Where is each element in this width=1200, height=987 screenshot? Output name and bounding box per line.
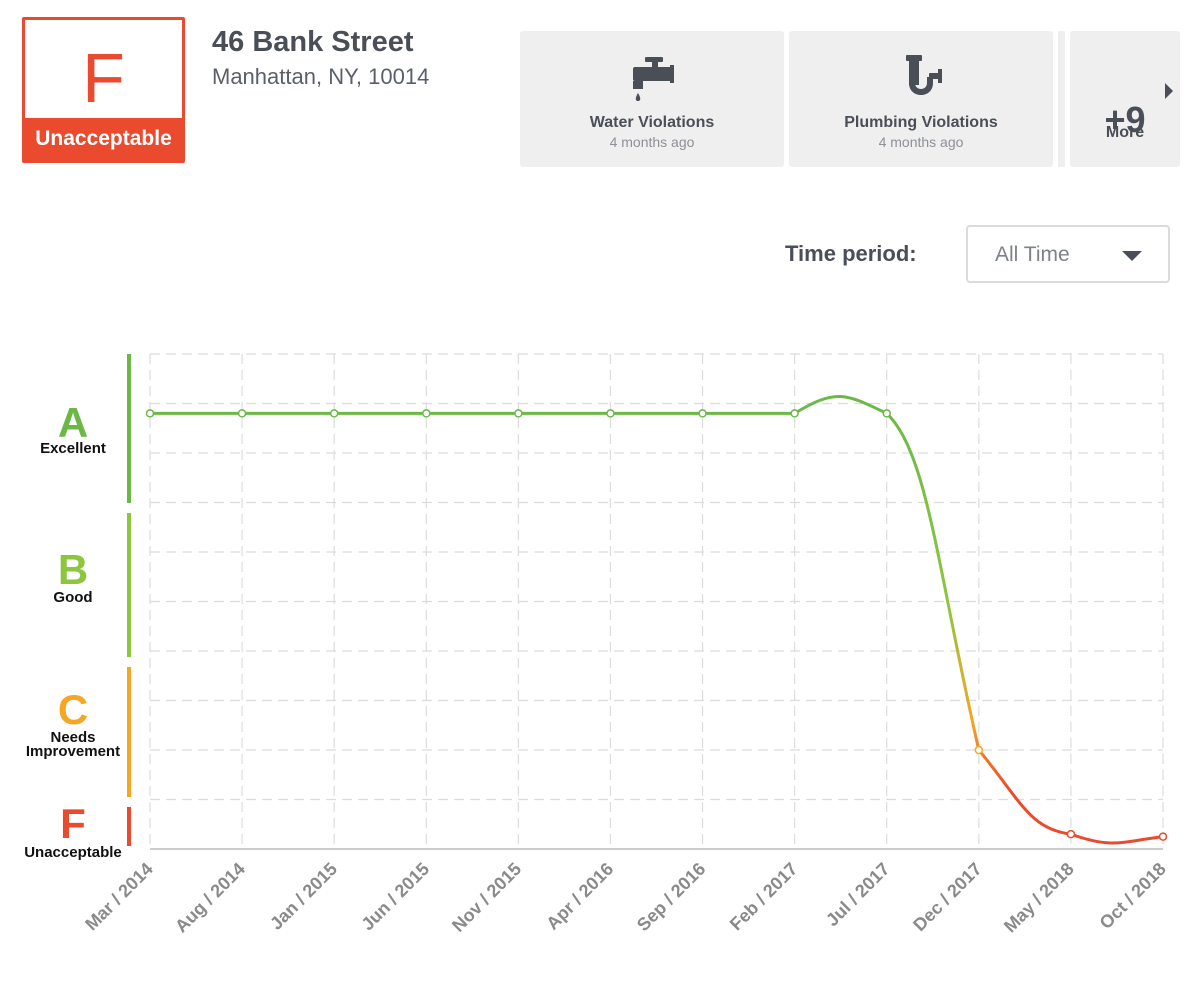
x-tick-label: Oct / 2018 <box>1096 859 1170 933</box>
data-point <box>882 409 891 418</box>
x-tick-label: Aug / 2014 <box>171 859 249 937</box>
x-tick-label: Sep / 2016 <box>633 859 709 935</box>
data-point <box>698 409 707 418</box>
data-point <box>974 745 984 755</box>
grade-description-label: Unacceptable <box>24 844 122 861</box>
chevron-down-icon <box>1122 251 1142 261</box>
grade-line <box>150 394 1164 845</box>
violation-title: Water Violations <box>589 114 715 131</box>
data-point <box>237 409 247 418</box>
grade-letter-label: C <box>58 686 88 733</box>
grade-bands <box>127 354 131 846</box>
grade-description-label: Good <box>53 589 92 606</box>
grade-description-label: Excellent <box>40 440 106 457</box>
building-address: 46 Bank Street <box>212 26 414 58</box>
x-tick-label: Jan / 2015 <box>266 859 341 934</box>
x-tick-label: May / 2018 <box>1000 859 1078 937</box>
more-label: More <box>1105 124 1145 141</box>
data-points <box>145 409 1168 841</box>
data-point <box>606 409 615 418</box>
x-tick-label: Jul / 2017 <box>822 859 893 930</box>
x-tick-label: Dec / 2017 <box>909 859 985 935</box>
more-violations-button[interactable]: +9 More <box>1070 31 1180 167</box>
violation-card-plumbing[interactable]: Plumbing Violations 4 months ago <box>789 31 1053 167</box>
card-divider <box>1058 31 1065 167</box>
data-point <box>1158 832 1168 841</box>
grade-letter: F <box>82 39 125 117</box>
grade-description-label: Improvement <box>26 743 120 760</box>
data-point <box>790 409 799 418</box>
violation-time: 4 months ago <box>609 134 695 150</box>
faucet-icon <box>627 53 677 110</box>
x-tick-label: Apr / 2016 <box>542 859 617 934</box>
data-point <box>1066 829 1076 839</box>
grade-badge: F Unacceptable <box>22 17 185 163</box>
time-period-select[interactable]: All Time <box>966 225 1170 283</box>
time-period-value: All Time <box>995 243 1070 266</box>
violation-title: Plumbing Violations <box>844 114 998 131</box>
grade-description-label: Needs <box>50 729 95 746</box>
x-tick-label: Mar / 2014 <box>81 859 157 935</box>
violation-card-water[interactable]: Water Violations 4 months ago <box>520 31 784 167</box>
grade-band-c <box>127 667 131 797</box>
grade-band-f <box>127 807 131 846</box>
x-axis-labels: Mar / 2014 Aug / 2014 Jan / 2015 Jun / 2015… <box>81 859 1170 937</box>
x-tick-label: Jun / 2015 <box>357 859 433 935</box>
data-point <box>145 409 155 418</box>
grade-band-a <box>127 354 131 503</box>
data-point <box>514 409 523 418</box>
chart-grid <box>149 353 1164 850</box>
x-tick-label: Nov / 2015 <box>448 859 525 936</box>
pipe-icon <box>896 53 946 110</box>
data-point <box>422 409 431 418</box>
data-point <box>329 409 339 418</box>
time-period-label: Time period: <box>785 241 917 266</box>
grade-band-b <box>127 513 131 657</box>
grade-letter-label: F <box>60 800 86 847</box>
x-tick-label: Feb / 2017 <box>726 859 802 935</box>
chevron-right-icon <box>1165 83 1173 99</box>
building-city: Manhattan, NY, 10014 <box>212 64 430 89</box>
grade-letter-label: B <box>58 546 88 593</box>
violation-time: 4 months ago <box>878 134 964 150</box>
grade-letter-label: A <box>58 399 88 446</box>
grade-label: Unacceptable <box>25 118 182 160</box>
more-count: +9 <box>1104 99 1146 140</box>
